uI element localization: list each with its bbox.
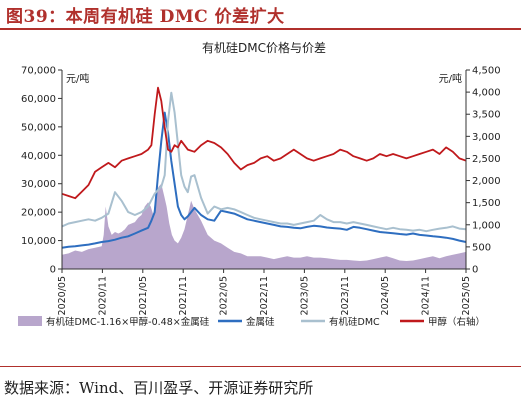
chart-title: 有机硅DMC价格与价差 [202,40,326,55]
left-tick-label: 30,000 [21,179,56,190]
right-tick-label: 3,500 [472,110,501,121]
series-spread-area [62,183,466,269]
legend-swatch-area [18,316,42,326]
legend-item: 有机硅DMC [301,316,380,328]
legend-label: 金属硅 [246,316,275,328]
legend-item: 甲醇（右轴） [400,316,485,328]
left-axis-unit: 元/吨 [66,72,89,85]
right-tick-label: 2,500 [472,154,501,165]
right-tick-label: 2,000 [472,176,501,187]
axes-layer: 0 10,000 20,000 30,000 40,000 50,000 60,000 70,… [21,66,501,316]
right-tick-label: 0 [472,265,478,276]
title-underline [0,28,521,30]
right-tick-label: 1,500 [472,198,501,209]
x-tick-label: 2025/05 [461,276,472,315]
right-tick-label: 4,500 [472,66,501,77]
right-tick-label: 3,000 [472,132,501,143]
right-tick-label: 4,000 [472,88,501,99]
source-rule [0,366,521,367]
x-tick-label: 2021/05 [138,276,149,315]
right-tick-label: 1,000 [472,220,501,231]
x-tick-label: 2022/11 [259,276,270,315]
x-tick-label: 2023/05 [299,276,310,315]
x-tick-label: 2020/11 [97,276,108,315]
left-tick-label: 70,000 [21,66,56,77]
x-tick-label: 2024/11 [421,276,432,315]
legend-label: 甲醇（右轴） [428,316,485,328]
x-tick-label: 2021/11 [178,276,189,315]
series-metal-silicon-line [61,111,467,249]
legend-item: 金属硅 [218,316,275,328]
series-methanol-line [61,86,467,200]
legend: 有机硅DMC-1.16×甲醇-0.48×金属硅 金属硅 有机硅DMC 甲醇（右轴） [18,316,485,328]
left-tick-label: 50,000 [21,122,56,133]
x-tick-label: 2022/05 [219,276,230,315]
left-tick-label: 10,000 [21,236,56,247]
series-dmc-line [61,91,467,233]
data-source-note: 数据来源：Wind、百川盈孚、开源证券研究所 [4,379,314,397]
dmc-price-spread-chart: 有机硅DMC价格与价差 0 10,000 20,000 30,000 40,000 50,… [18,40,501,328]
x-tick-label: 2023/11 [340,276,351,315]
series-lines-layer [61,86,467,249]
left-tick-label: 0 [50,265,56,276]
left-tick-label: 20,000 [21,208,56,219]
legend-label: 有机硅DMC [329,316,380,328]
x-tick-label: 2024/05 [380,276,391,315]
legend-label: 有机硅DMC-1.16×甲醇-0.48×金属硅 [46,316,210,328]
left-tick-label: 40,000 [21,151,56,162]
right-axis-unit: 元/吨 [439,72,462,85]
spread-area-layer [62,183,466,269]
x-tick-label: 2020/05 [57,276,68,315]
figure-title: 图39：本周有机硅 DMC 价差扩大 [6,7,285,27]
left-tick-label: 60,000 [21,94,56,105]
right-tick-label: 500 [472,242,491,253]
legend-item: 有机硅DMC-1.16×甲醇-0.48×金属硅 [18,316,210,328]
